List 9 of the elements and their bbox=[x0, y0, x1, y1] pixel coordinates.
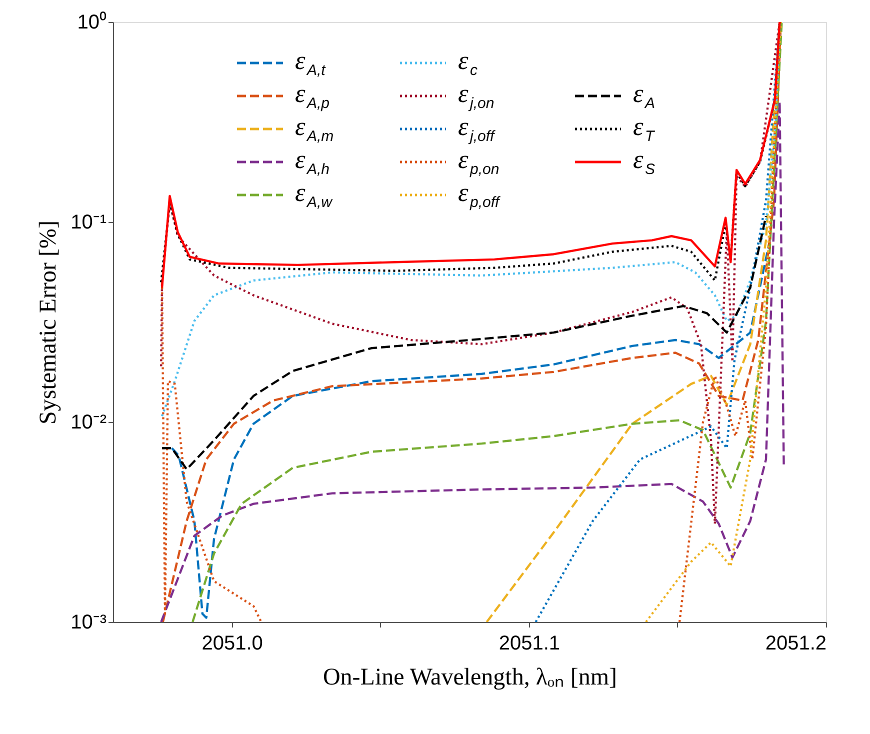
y-tick-label: 10⁻³ bbox=[70, 612, 107, 634]
x-axis-title: On-Line Wavelength, λₒₙ [nm] bbox=[322, 664, 618, 690]
y-tick-label: 10⁻² bbox=[70, 412, 107, 434]
y-tick-label: 10⁻¹ bbox=[70, 212, 107, 234]
x-tick-label: 2051.2 bbox=[765, 632, 826, 654]
y-tick-label: 10⁰ bbox=[77, 10, 106, 34]
x-tick-label: 2051.1 bbox=[498, 632, 560, 654]
x-tick-label: 2051.0 bbox=[202, 632, 263, 654]
y-axis-title: Systematic Error [%] bbox=[36, 220, 62, 424]
